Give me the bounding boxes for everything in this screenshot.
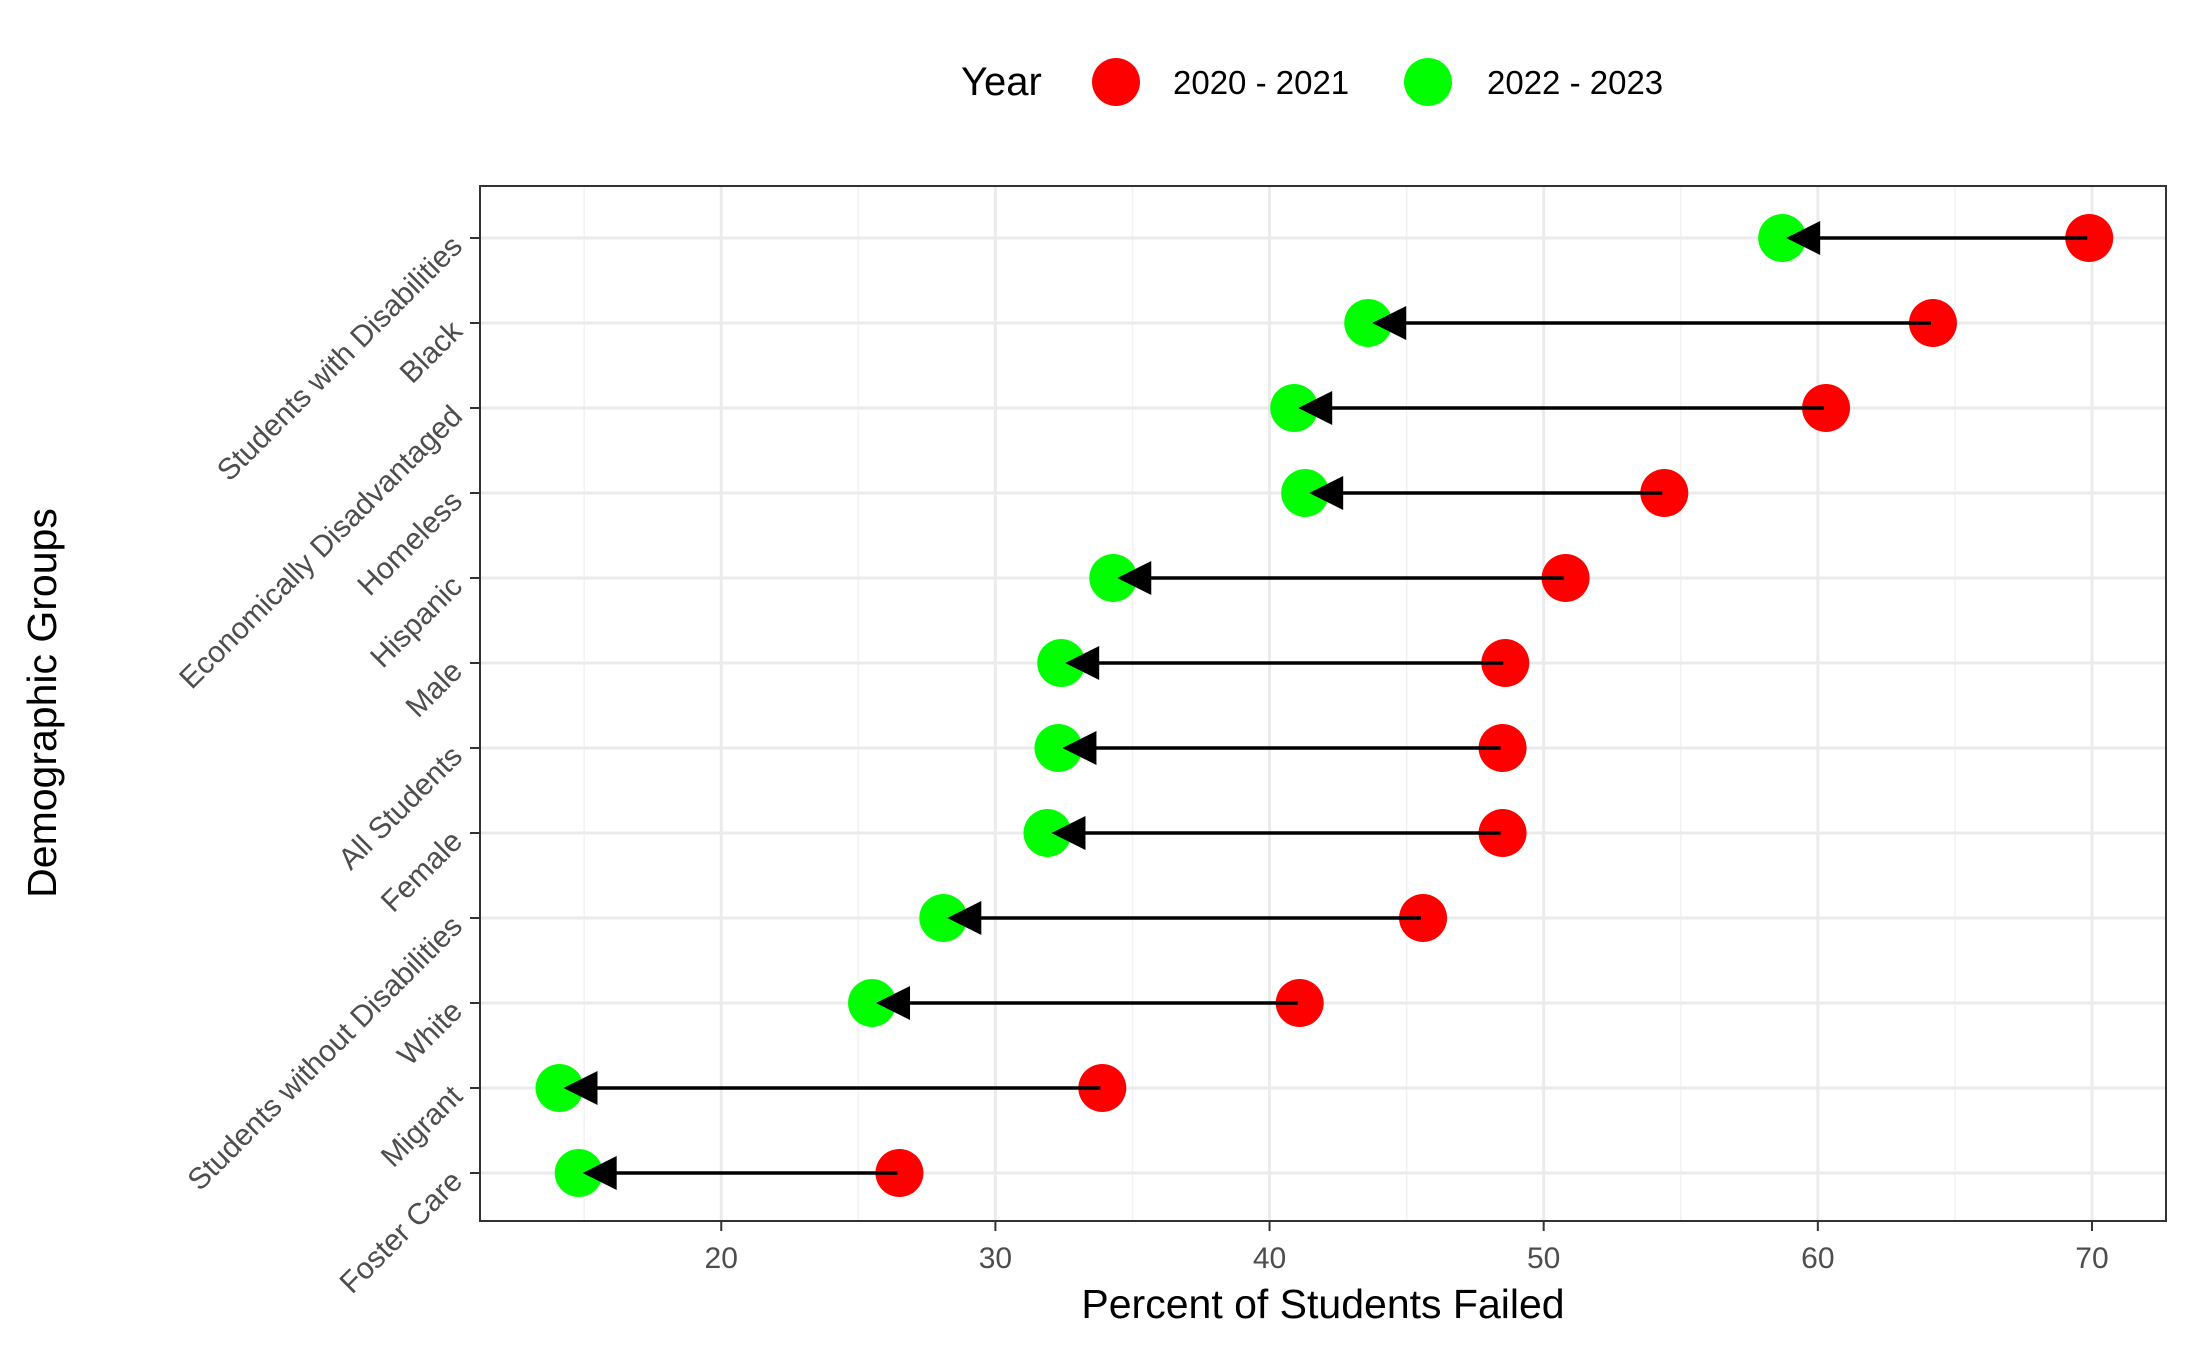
change-arrow-head	[947, 901, 982, 935]
x-tick-label: 50	[1527, 1242, 1560, 1275]
point-2020-2021	[1908, 299, 1957, 347]
change-arrow-head	[563, 1071, 598, 1105]
y-tick-label: Black	[394, 314, 470, 390]
x-axis: 20 30 40 50 60 70	[705, 1221, 2109, 1275]
y-axis: Students with DisabilitiesBlackEconomica…	[173, 230, 480, 1300]
point-2020-2021	[875, 1149, 924, 1197]
change-arrow-head	[1065, 646, 1100, 680]
x-axis-title: Percent of Students Failed	[1081, 1281, 1564, 1327]
point-2020-2021	[1275, 979, 1324, 1027]
x-tick-label: 20	[705, 1242, 738, 1275]
legend: Year 2020 - 2021 2022 - 2023	[961, 58, 1663, 106]
point-2022-2023	[919, 894, 968, 942]
point-2022-2023	[1023, 809, 1072, 857]
point-2022-2023	[1089, 554, 1138, 602]
point-2020-2021	[1478, 724, 1527, 772]
legend-key-2020-2021	[1092, 58, 1140, 106]
point-2022-2023	[1758, 214, 1807, 262]
legend-title: Year	[961, 60, 1042, 104]
x-tick-label: 60	[1801, 1242, 1834, 1275]
change-arrow-head	[582, 1156, 617, 1190]
point-2020-2021	[1640, 469, 1689, 517]
x-tick-label: 40	[1253, 1242, 1286, 1275]
legend-key-2022-2023	[1404, 58, 1452, 106]
change-arrow-head	[1298, 391, 1333, 425]
point-2022-2023	[848, 979, 897, 1027]
minor-gridlines	[583, 186, 1956, 1221]
change-arrow-head	[1051, 816, 1086, 850]
point-2020-2021	[1078, 1064, 1127, 1112]
point-2020-2021	[1478, 809, 1527, 857]
point-2020-2021	[2065, 214, 2114, 262]
change-arrow-head	[876, 986, 911, 1020]
point-2022-2023	[1270, 384, 1319, 432]
change-arrow-head	[1062, 731, 1097, 765]
change-arrow-head	[1786, 221, 1821, 255]
point-2022-2023	[1281, 469, 1330, 517]
change-arrow-head	[1117, 561, 1152, 595]
legend-label-2020-2021: 2020 - 2021	[1173, 64, 1349, 101]
change-arrow-head	[1309, 476, 1344, 510]
x-tick-label: 30	[979, 1242, 1012, 1275]
y-tick-label: Male	[400, 655, 469, 724]
legend-label-2022-2023: 2022 - 2023	[1487, 64, 1663, 101]
point-2020-2021	[1481, 639, 1530, 687]
data-marks	[535, 214, 2114, 1197]
y-tick-label: White	[391, 995, 469, 1073]
point-2020-2021	[1802, 384, 1851, 432]
x-tick-label: 70	[2075, 1242, 2108, 1275]
point-2020-2021	[1541, 554, 1590, 602]
y-tick-label: Foster Care	[334, 1165, 469, 1300]
point-2022-2023	[554, 1149, 603, 1197]
point-2022-2023	[1037, 639, 1086, 687]
point-2020-2021	[1399, 894, 1448, 942]
point-2022-2023	[535, 1064, 584, 1112]
point-2022-2023	[1344, 299, 1393, 347]
change-arrow-head	[1372, 306, 1407, 340]
y-tick-label: Migrant	[375, 1079, 470, 1174]
plot-panel-border	[479, 185, 2167, 1222]
plot-panel-background	[480, 186, 2166, 1221]
y-axis-title: Demographic Groups	[19, 508, 65, 898]
point-2022-2023	[1034, 724, 1083, 772]
